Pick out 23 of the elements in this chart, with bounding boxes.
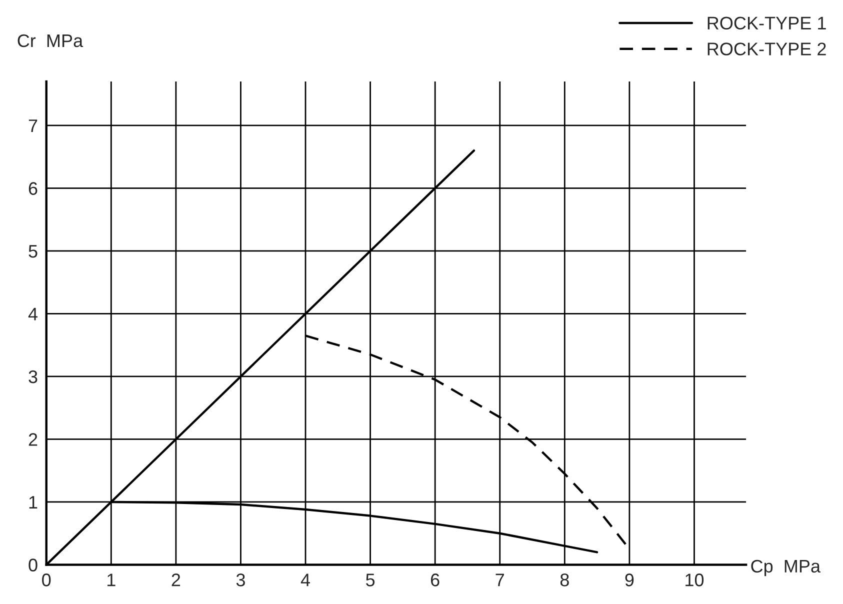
y-tick-label: 0 <box>28 558 38 572</box>
legend-label: ROCK-TYPE 1 <box>708 16 826 30</box>
y-axis-title: Cr MPa <box>18 34 84 48</box>
x-tick-label: 4 <box>300 574 310 586</box>
x-tick-label: 0 <box>42 574 51 586</box>
y-tick-label: 6 <box>28 182 38 195</box>
x-tick-label: 6 <box>430 574 440 586</box>
x-tick-label: 7 <box>496 574 504 586</box>
x-tick-label: 1 <box>108 574 116 586</box>
y-tick-label: 2 <box>28 433 38 446</box>
x-tick-label: 2 <box>172 574 180 586</box>
y-tick-label: 5 <box>28 245 38 258</box>
legend-label: ROCK-TYPE 2 <box>708 42 826 56</box>
x-tick-label: 10 <box>686 574 704 586</box>
x-tick-label: 8 <box>560 574 569 586</box>
y-tick-label: 4 <box>28 308 38 320</box>
x-tick-label: 9 <box>625 574 634 586</box>
x-axis-title: Cp MPa <box>751 560 821 576</box>
x-tick-label: 5 <box>366 574 375 586</box>
y-tick-label: 3 <box>28 370 38 384</box>
y-tick-label: 1 <box>29 496 38 509</box>
x-tick-label: 3 <box>236 574 245 586</box>
y-tick-label: 7 <box>28 120 38 132</box>
